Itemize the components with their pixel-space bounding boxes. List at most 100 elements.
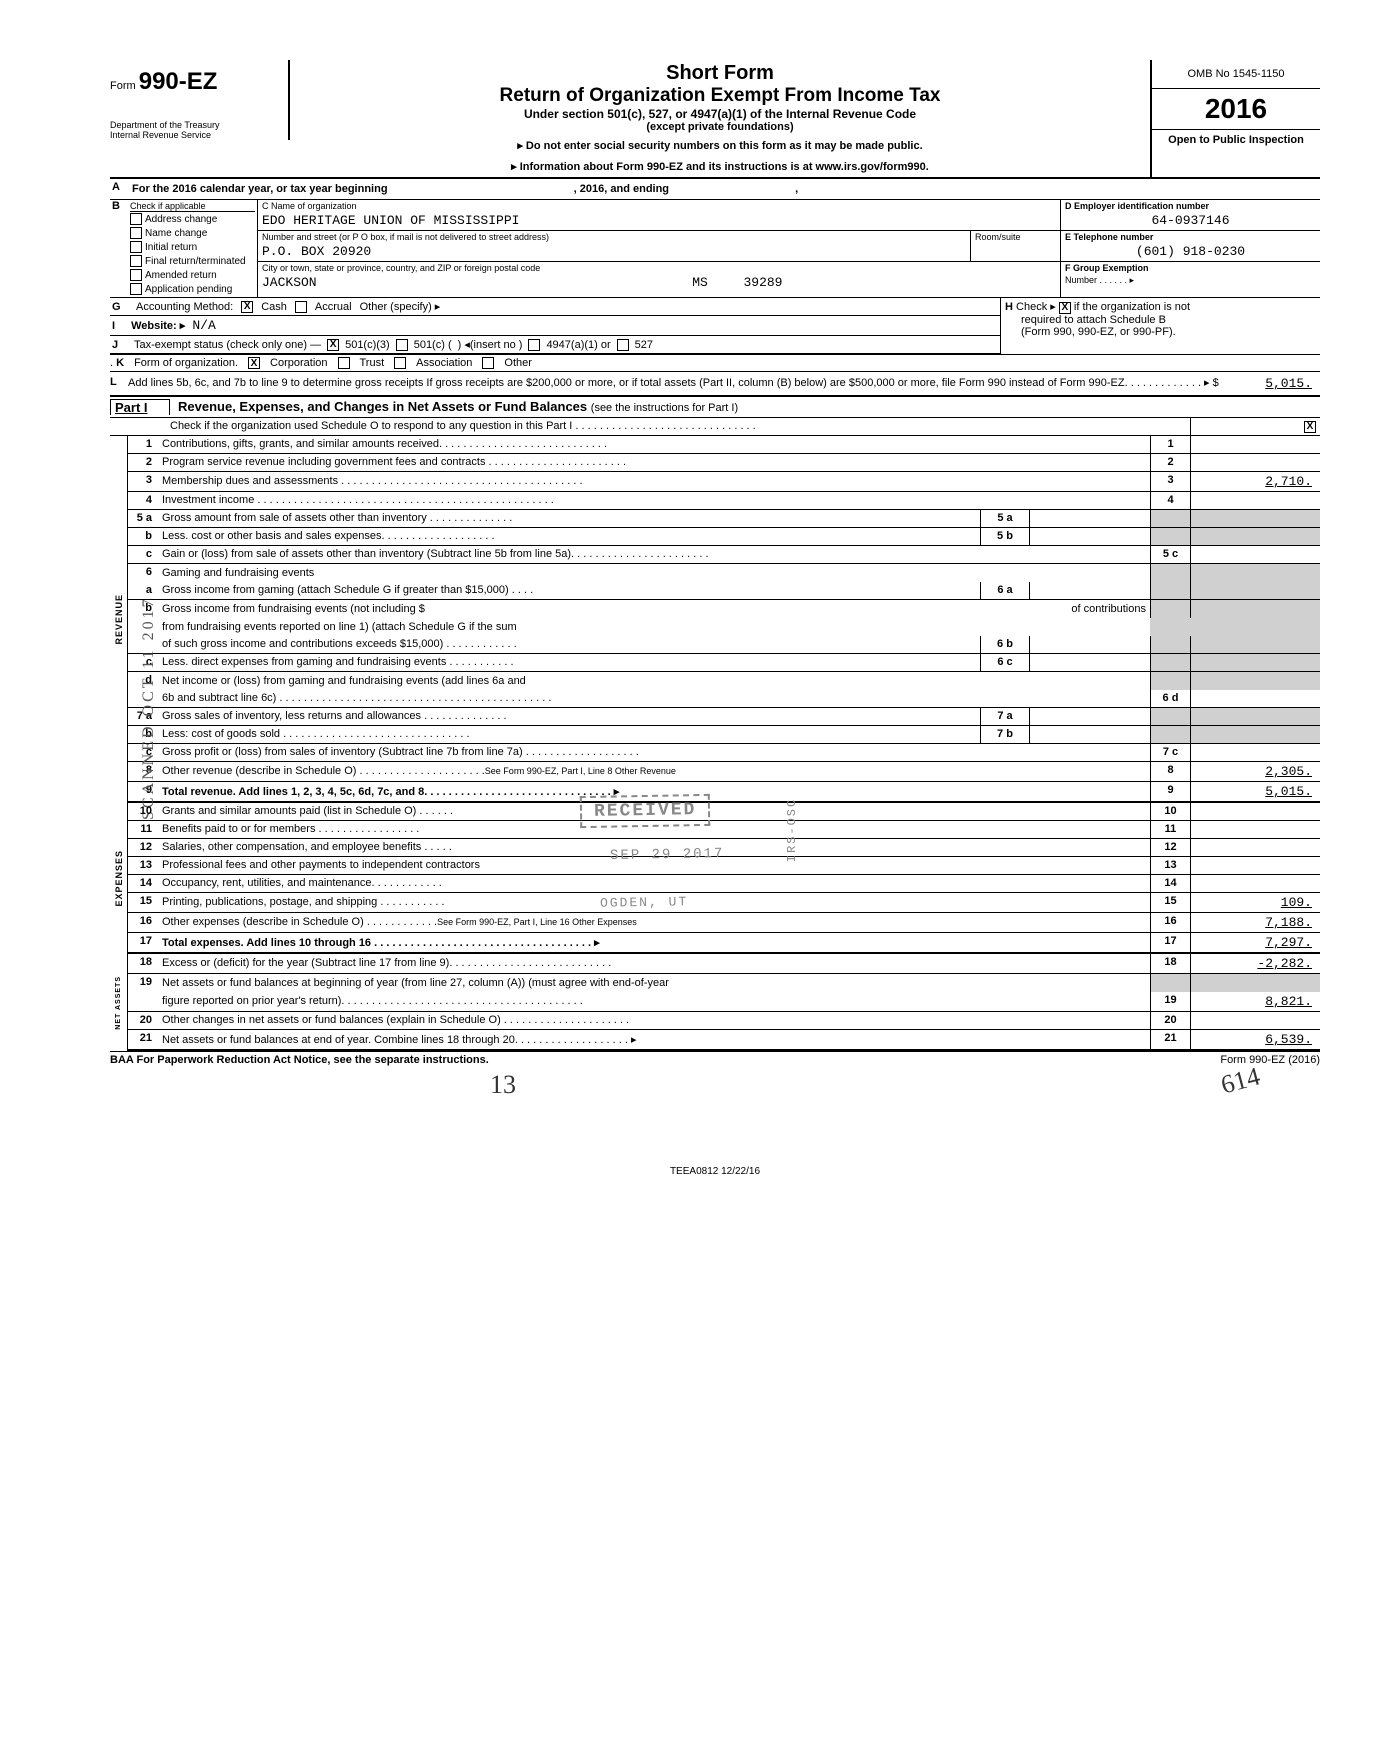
check-address[interactable]: Address change [130, 212, 255, 226]
letter-i: I [110, 320, 128, 332]
c-label: C Name of organization [258, 200, 1060, 212]
l-text: Add lines 5b, 6c, and 7b to line 9 to de… [128, 376, 1220, 391]
check-final[interactable]: Final return/terminated [130, 254, 255, 268]
501c3-label: 501(c)(3) [345, 339, 390, 351]
letter-g: G [110, 301, 128, 313]
other-org-label: Other [504, 357, 532, 369]
revenue-label: REVENUE [112, 590, 126, 649]
line19-amt: 8,821. [1190, 992, 1320, 1011]
line16: Other expenses (describe in Schedule O) … [162, 916, 437, 928]
line21: Net assets or fund balances at end of ye… [158, 1030, 1150, 1049]
city: JACKSON [262, 275, 317, 290]
line15-amt: 109. [1190, 893, 1320, 912]
527-label: 527 [635, 339, 653, 351]
check-address-label: Address change [145, 214, 217, 225]
revenue-section: REVENUE 1Contributions, gifts, grants, a… [110, 436, 1320, 803]
city-state-zip: JACKSON MS 39289 [258, 274, 1060, 292]
check-amended[interactable]: Amended return [130, 268, 255, 282]
other-org-checkbox[interactable] [482, 357, 494, 369]
schedule-o-checkbox-cell: X [1190, 418, 1320, 435]
line5c: Gain or (loss) from sale of assets other… [158, 546, 1150, 563]
omb-number: OMB No 1545-1150 [1152, 60, 1320, 89]
form-title-box: Form 990-EZ [110, 60, 290, 100]
form-number: 990-EZ [139, 68, 218, 95]
line18-amt: -2,282. [1190, 954, 1320, 973]
h-box: H Check ▸ X if the organization is not r… [1000, 298, 1320, 354]
info-block: B Check if applicable Address change Nam… [110, 200, 1320, 298]
expenses-section: EXPENSES 10Grants and similar amounts pa… [110, 803, 1320, 954]
trust-checkbox[interactable] [338, 357, 350, 369]
line6c: Less. direct expenses from gaming and fu… [158, 654, 980, 671]
room-suite: Room/suite [970, 231, 1060, 261]
footer: BAA For Paperwork Reduction Act Notice, … [110, 1051, 1320, 1066]
subtitle-except: (except private foundations) [300, 121, 1140, 133]
e-label: E Telephone number [1061, 231, 1320, 243]
check-final-label: Final return/terminated [145, 256, 246, 267]
tax-year: 2016 [1152, 89, 1320, 130]
right-info: D Employer identification number 64-0937… [1060, 200, 1320, 297]
corp-label: Corporation [270, 357, 327, 369]
part1-label: Part I [110, 399, 170, 415]
l-amount: 5,015. [1220, 376, 1320, 391]
dept-treasury: Department of the Treasury Internal Reve… [110, 100, 290, 140]
assoc-label: Association [416, 357, 472, 369]
part1-header: Part I Revenue, Expenses, and Changes in… [110, 397, 1320, 418]
line17: Total expenses. Add lines 10 through 16 … [158, 933, 1150, 952]
line-l: L Add lines 5b, 6c, and 7b to line 9 to … [110, 372, 1320, 397]
org-name-row: C Name of organization EDO HERITAGE UNIO… [258, 200, 1060, 231]
org-info: C Name of organization EDO HERITAGE UNIO… [258, 200, 1060, 297]
other-label: Other (specify) ▸ [360, 300, 441, 313]
accrual-checkbox[interactable] [295, 301, 307, 313]
line5b: Less. cost or other basis and sales expe… [158, 528, 980, 545]
schedule-o-checkbox[interactable]: X [1304, 421, 1316, 433]
expenses-side: EXPENSES [110, 803, 128, 954]
4947-checkbox[interactable] [528, 339, 540, 351]
check-pending-label: Application pending [145, 284, 232, 295]
tax-status: J Tax-exempt status (check only one) — X… [110, 336, 1000, 354]
street-row: Number and street (or P O box, if mail i… [258, 231, 1060, 262]
assoc-checkbox[interactable] [394, 357, 406, 369]
line21-amt: 6,539. [1190, 1030, 1320, 1049]
form-footer: Form 990-EZ (2016) [1220, 1054, 1320, 1066]
501c-checkbox[interactable] [396, 339, 408, 351]
line6b4: of such gross income and contributions e… [158, 636, 980, 653]
calendar-year-text: For the 2016 calendar year, or tax year … [128, 181, 1320, 197]
line12: Salaries, other compensation, and employ… [158, 839, 1150, 856]
line6a: Gross income from gaming (attach Schedul… [158, 582, 980, 599]
hand-614: 614 [1218, 1061, 1263, 1100]
check-pending[interactable]: Application pending [130, 282, 255, 296]
line1: Contributions, gifts, grants, and simila… [158, 436, 1150, 453]
info-link: ▸ Information about Form 990-EZ and its … [300, 160, 1140, 173]
schedule-b-checkbox[interactable]: X [1059, 302, 1071, 314]
part1-title: Revenue, Expenses, and Changes in Net As… [178, 399, 587, 414]
check-name[interactable]: Name change [130, 226, 255, 240]
part1-subtitle: (see the instructions for Part I) [591, 402, 738, 414]
form-word: Form [110, 80, 136, 92]
center-header: Short Form Return of Organization Exempt… [290, 60, 1150, 177]
netassets-side: NET ASSETS [110, 954, 128, 1051]
corp-checkbox[interactable]: X [248, 357, 260, 369]
check-name-label: Name change [145, 228, 207, 239]
form-990ez: SCANNED OCT 11 2017 Form 990-EZ Departme… [110, 60, 1320, 1177]
accrual-label: Accrual [315, 301, 352, 313]
line6b3: from fundraising events reported on line… [158, 618, 1150, 636]
line4: Investment income . . . . . . . . . . . … [158, 492, 1150, 509]
schedule-o-text: Check if the organization used Schedule … [110, 418, 1190, 435]
line17-amt: 7,297. [1190, 933, 1320, 952]
trust-label: Trust [360, 357, 385, 369]
netassets-label: NET ASSETS [113, 972, 124, 1034]
year-mid-label: , 2016, and ending [574, 183, 669, 195]
line8-note: See Form 990-EZ, Part I, Line 8 Other Re… [485, 766, 676, 776]
line10: Grants and similar amounts paid (list in… [158, 803, 1150, 820]
cash-checkbox[interactable]: X [241, 301, 253, 313]
check-initial[interactable]: Initial return [130, 240, 255, 254]
check-label: Check if applicable [130, 201, 255, 212]
f-label2: Number . . . . . . ▸ [1061, 274, 1320, 287]
h-text4: (Form 990, 990-EZ, or 990-PF). [1005, 326, 1316, 338]
letter-b: B [110, 200, 128, 297]
line3-amt: 2,710. [1190, 472, 1320, 491]
501c3-checkbox[interactable]: X [327, 339, 339, 351]
h-text3: required to attach Schedule B [1005, 314, 1316, 326]
4947-label: 4947(a)(1) or [546, 339, 610, 351]
527-checkbox[interactable] [617, 339, 629, 351]
